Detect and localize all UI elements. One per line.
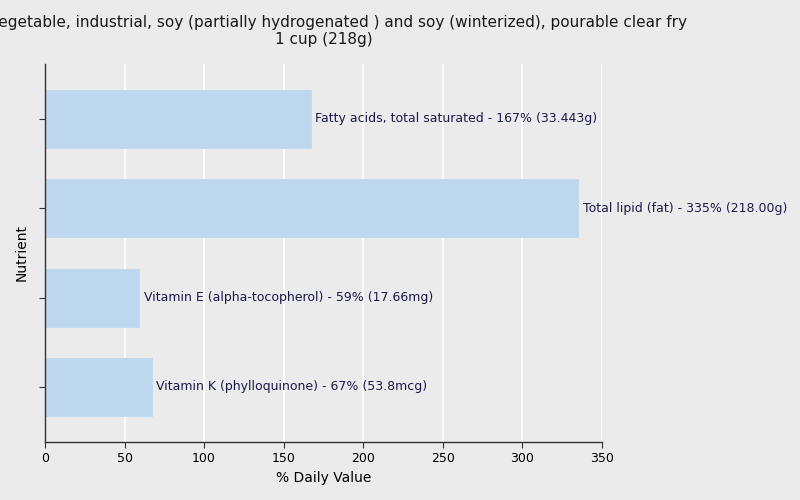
- Bar: [45, 90, 310, 148]
- Bar: [45, 179, 578, 238]
- Title: Oil, vegetable, industrial, soy (partially hydrogenated ) and soy (winterized), : Oil, vegetable, industrial, soy (partial…: [0, 15, 687, 48]
- Text: Vitamin K (phylloquinone) - 67% (53.8mcg): Vitamin K (phylloquinone) - 67% (53.8mcg…: [156, 380, 427, 394]
- Text: Fatty acids, total saturated - 167% (33.443g): Fatty acids, total saturated - 167% (33.…: [315, 112, 598, 126]
- Bar: [45, 268, 139, 326]
- Y-axis label: Nutrient: Nutrient: [15, 224, 29, 281]
- X-axis label: % Daily Value: % Daily Value: [276, 471, 371, 485]
- Bar: [45, 358, 151, 416]
- Text: Vitamin E (alpha-tocopherol) - 59% (17.66mg): Vitamin E (alpha-tocopherol) - 59% (17.6…: [144, 291, 433, 304]
- Text: Total lipid (fat) - 335% (218.00g): Total lipid (fat) - 335% (218.00g): [582, 202, 787, 215]
